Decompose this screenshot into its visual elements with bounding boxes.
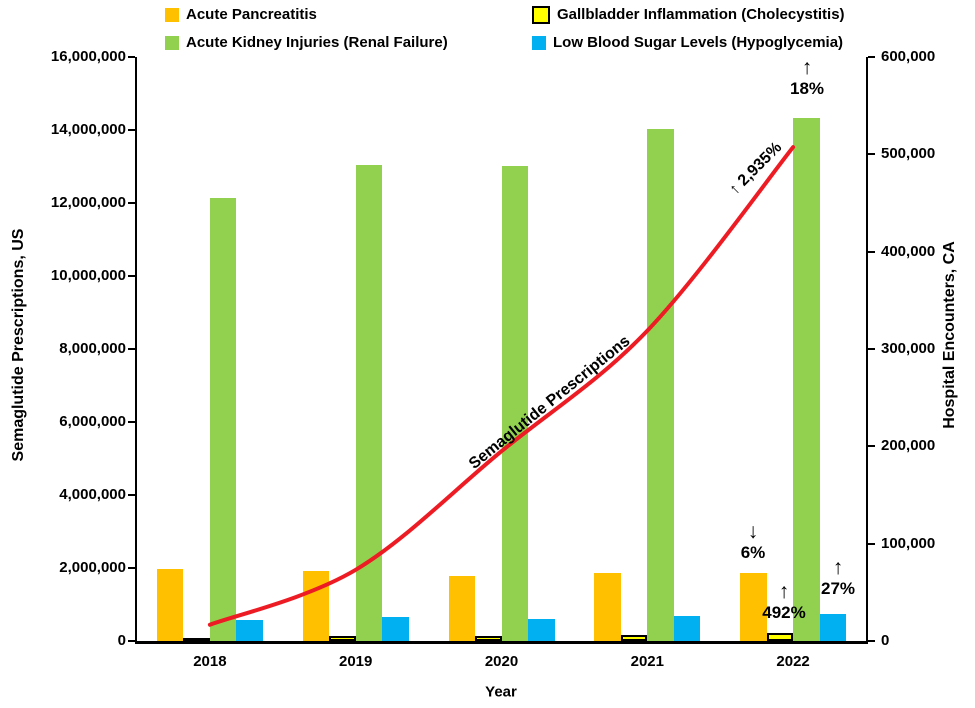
hypoglycemia-swatch [532,36,546,50]
x-tick-label-2020: 2020 [484,653,519,670]
legend-label: Gallbladder Inflammation (Cholecystitis) [557,6,845,23]
left-axis-tick [128,275,135,277]
bar-acute-kidney-injuries-renal-failure-2020 [501,166,528,641]
annotation-value: 27% [820,579,856,598]
right-axis-tick-label: 200,000 [881,437,936,455]
left-axis-tick-label: 10,000,000 [50,267,126,284]
bar-acute-pancreatitis-2018 [156,568,184,641]
bar-gallbladder-inflammation-cholecystitis-2020 [475,635,502,641]
left-axis-tick-label: 16,000,000 [50,48,126,65]
left-axis-tick-label: 2,000,000 [59,559,126,576]
plot-area [135,57,868,644]
right-axis-tick [868,640,875,642]
bar-low-blood-sugar-levels-hypoglycemia-2018 [236,619,263,641]
legend-label: Acute Pancreatitis [186,6,317,23]
left-axis-tick [128,202,135,204]
up-arrow-icon: ↑ [801,56,813,79]
left-axis-tick-label: 6,000,000 [59,413,126,430]
x-axis-title: Year [485,683,517,701]
legend-item-gallbladder: Gallbladder Inflammation (Cholecystitis) [532,5,845,25]
annotation-value: 6% [740,543,766,562]
acute-pancreatitis-swatch [165,8,179,22]
legend-label: Low Blood Sugar Levels (Hypoglycemia) [553,34,844,51]
right-axis-tick [868,250,875,253]
legend-item-acute-pancreatitis: Acute Pancreatitis [165,5,317,25]
up-arrow-icon: ↑ [778,580,790,603]
legend-item-hypoglycemia: Low Blood Sugar Levels (Hypoglycemia) [532,33,843,53]
left-axis-tick [128,348,135,350]
left-axis-tick-label: 4,000,000 [59,486,126,503]
annotation-value: 18% [789,79,825,98]
left-axis-tick-label: 12,000,000 [50,194,126,211]
right-axis-tick [868,56,875,58]
gallbladder-swatch [532,6,550,24]
legend-item-acute-kidney: Acute Kidney Injuries (Renal Failure) [165,33,448,53]
left-axis-tick [128,640,135,642]
bar-acute-kidney-injuries-renal-failure-2019 [355,165,383,641]
left-axis-tick [128,56,135,58]
right-axis-tick [868,542,875,545]
annotation-acute-pancreatitis: ↓ 6% [723,521,783,563]
right-axis-tick-label: 600,000 [881,48,936,65]
bar-low-blood-sugar-levels-hypoglycemia-2019 [382,616,409,641]
annotation-hypoglycemia: ↑ 27% [806,557,870,599]
right-axis-tick [868,348,875,350]
right-axis-tick-label: 100,000 [881,534,936,552]
bar-acute-kidney-injuries-renal-failure-2022 [793,118,820,641]
annotation-acute-kidney: ↑ 18% [777,57,837,99]
x-tick-label-2021: 2021 [630,653,664,670]
bar-acute-kidney-injuries-renal-failure-2021 [647,129,674,641]
right-axis-tick-label: 400,000 [881,242,936,260]
bar-gallbladder-inflammation-cholecystitis-2022 [766,632,794,641]
bar-acute-pancreatitis-2020 [448,575,475,641]
left-axis-tick-label: 8,000,000 [59,340,126,357]
left-axis-tick [128,129,135,131]
annotation-value: 492% [762,603,806,622]
x-tick-label-2019: 2019 [339,653,373,670]
left-axis-tick [128,494,135,496]
left-axis-tick [128,421,135,423]
x-tick-label-2018: 2018 [193,653,227,670]
bar-low-blood-sugar-levels-hypoglycemia-2021 [673,615,701,641]
left-axis-tick [128,567,135,569]
bar-low-blood-sugar-levels-hypoglycemia-2020 [528,618,555,641]
up-arrow-icon: ↑ [832,556,844,579]
right-axis-tick-label: 300,000 [881,340,936,357]
right-axis-tick [868,153,875,156]
left-axis-tick-label: 0 [117,632,126,649]
bar-acute-pancreatitis-2021 [594,572,621,641]
bar-gallbladder-inflammation-cholecystitis-2019 [329,636,356,641]
right-axis-tick [868,445,875,448]
acute-kidney-swatch [165,36,179,50]
bar-acute-pancreatitis-2019 [302,570,330,641]
right-axis-tick-label: 0 [881,632,890,649]
x-tick-label-2022: 2022 [776,653,810,670]
bar-gallbladder-inflammation-cholecystitis-2021 [620,635,648,641]
legend-label: Acute Kidney Injuries (Renal Failure) [186,34,448,51]
bar-acute-kidney-injuries-renal-failure-2018 [209,198,237,641]
bar-low-blood-sugar-levels-hypoglycemia-2022 [819,613,847,641]
left-axis-tick-label: 14,000,000 [50,121,126,138]
right-axis-title: Hospital Encounters, CA [941,241,958,429]
bar-gallbladder-inflammation-cholecystitis-2018 [183,638,210,642]
down-arrow-icon: ↓ [747,520,759,543]
right-axis-tick-label: 500,000 [881,145,936,163]
